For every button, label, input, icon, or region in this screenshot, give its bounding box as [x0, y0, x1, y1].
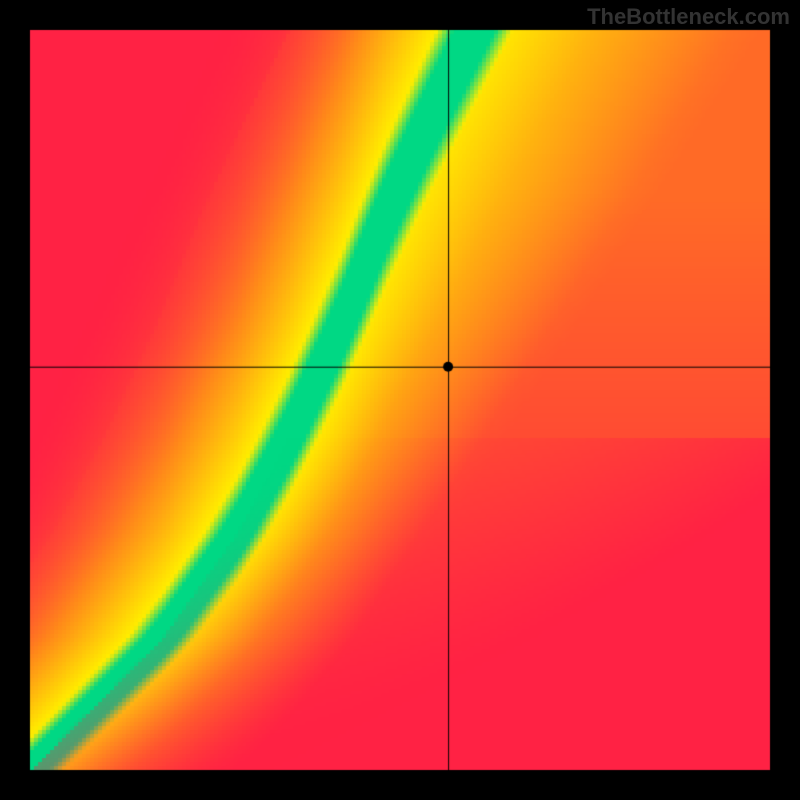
watermark-text: TheBottleneck.com: [587, 4, 790, 30]
heatmap-canvas: [0, 0, 800, 800]
chart-container: TheBottleneck.com: [0, 0, 800, 800]
